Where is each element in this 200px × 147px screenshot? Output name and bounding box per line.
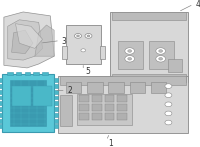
Circle shape [165,93,172,98]
Bar [117,95,127,102]
Bar [79,113,89,120]
Polygon shape [15,24,43,48]
Bar [105,95,114,102]
Bar [0,107,2,111]
Bar [112,74,186,82]
Circle shape [85,34,92,38]
Circle shape [165,102,172,107]
Circle shape [159,50,163,52]
Circle shape [81,49,86,52]
Polygon shape [12,30,33,54]
Bar [10,80,46,126]
Bar [62,46,67,59]
Circle shape [125,56,135,62]
Circle shape [156,48,166,54]
Bar [33,72,39,75]
Bar [130,82,145,93]
Text: 2: 2 [68,86,73,95]
Circle shape [125,48,135,54]
Bar [0,78,2,82]
Circle shape [87,35,90,37]
Bar [2,74,54,132]
Circle shape [156,56,166,62]
Bar [54,107,58,111]
Bar [112,12,186,20]
Bar [0,96,2,100]
Bar [0,113,2,117]
Bar [79,104,89,111]
Bar [117,113,127,120]
Bar [58,76,188,133]
Bar [60,95,72,126]
Circle shape [77,35,79,37]
Bar [100,46,105,59]
Bar [0,125,2,128]
Bar [12,86,31,106]
Circle shape [159,57,163,60]
Circle shape [75,34,81,38]
Text: 5: 5 [85,67,90,76]
Bar [0,101,2,105]
Text: 3: 3 [61,37,66,46]
Bar [0,119,2,123]
Bar [87,82,103,93]
Bar [0,90,2,94]
Polygon shape [8,20,43,60]
Bar [54,96,58,100]
Bar [33,86,52,106]
Bar [151,82,166,93]
Bar [117,104,127,111]
Circle shape [165,120,172,125]
Bar [54,90,58,94]
Bar [79,95,89,102]
Bar [118,41,143,69]
Circle shape [128,57,132,60]
Bar [54,119,58,123]
Bar [54,101,58,105]
Text: 1: 1 [108,139,113,147]
Bar [149,41,174,69]
Bar [60,76,186,85]
Bar [168,59,182,72]
Bar [0,84,2,88]
Bar [54,113,58,117]
Bar [7,72,13,75]
Bar [66,82,81,93]
Text: 4: 4 [196,0,200,9]
Bar [110,12,188,82]
Bar [92,95,102,102]
Bar [92,113,102,120]
Bar [105,104,114,111]
Bar [66,25,101,64]
Bar [92,104,102,111]
Bar [42,72,48,75]
Circle shape [165,84,172,88]
Bar [16,72,21,75]
Bar [105,113,114,120]
Circle shape [128,50,132,52]
Bar [54,125,58,128]
Polygon shape [4,12,54,68]
Circle shape [165,111,172,116]
Bar [77,94,132,125]
Bar [54,78,58,82]
Bar [25,72,30,75]
Bar [108,82,124,93]
Polygon shape [35,25,54,56]
Bar [54,84,58,88]
